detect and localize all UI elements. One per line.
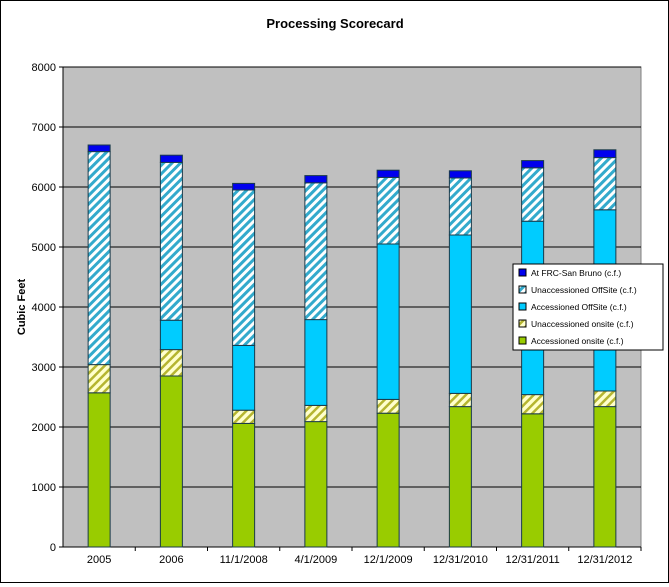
bar-segment	[232, 189, 256, 346]
bar-segment	[232, 422, 256, 548]
y-axis-label: Cubic Feet	[16, 279, 28, 336]
bar-segment	[304, 319, 328, 406]
bar-segment	[448, 177, 472, 236]
bar-segment	[159, 375, 183, 548]
bar-segment	[593, 157, 617, 211]
bar-segment	[304, 175, 328, 184]
bar-segment	[232, 344, 256, 411]
bar-segment	[87, 392, 111, 548]
bar-segment	[304, 404, 328, 423]
bar-segment	[521, 394, 545, 415]
y-tick-label: 2000	[32, 422, 56, 434]
y-tick-label: 7000	[32, 122, 56, 134]
bar-segment	[159, 349, 183, 377]
bar-segment	[87, 151, 111, 366]
y-tick-label: 5000	[32, 242, 56, 254]
x-tick-label: 4/1/2009	[294, 554, 337, 566]
bar-segment	[593, 390, 617, 408]
y-tick-label: 6000	[32, 182, 56, 194]
x-tick-label: 12/31/2010	[433, 554, 488, 566]
y-tick-label: 4000	[32, 302, 56, 314]
legend-label: Unaccessioned onsite (c.f.)	[531, 319, 634, 329]
bar-segment	[87, 144, 111, 153]
x-tick-label: 12/31/2011	[506, 554, 560, 566]
legend-swatch	[518, 302, 527, 311]
legend-swatch	[518, 285, 527, 294]
bar-segment	[521, 160, 545, 169]
x-tick-label: 12/31/2012	[577, 554, 632, 566]
bar-segment	[448, 392, 472, 408]
legend-swatch	[518, 336, 527, 345]
bar-segment	[448, 406, 472, 548]
legend: At FRC-San Bruno (c.f.) Unaccessioned Off…	[512, 263, 664, 351]
bar-segment	[448, 234, 472, 394]
bar-segment	[376, 169, 400, 178]
bar-segment	[376, 243, 400, 400]
bar-segment	[232, 409, 256, 424]
x-tick-label: 2005	[87, 554, 111, 566]
bar-segment	[521, 167, 545, 222]
legend-label: Accessioned OffSite (c.f.)	[531, 302, 627, 312]
legend-swatch	[518, 319, 527, 328]
y-tick-label: 3000	[32, 362, 56, 374]
x-tick-label: 11/1/2008	[220, 554, 268, 566]
legend-label: Accessioned onsite (c.f.)	[531, 336, 624, 346]
bar-segment	[376, 176, 400, 245]
legend-label: At FRC-San Bruno (c.f.)	[531, 268, 621, 278]
legend-box	[512, 263, 664, 351]
y-tick-label: 1000	[32, 482, 56, 494]
bar-segment	[448, 170, 472, 179]
bar-segment	[232, 182, 256, 191]
bar-segment	[593, 406, 617, 548]
y-tick-label: 8000	[32, 62, 56, 74]
y-tick-label: 0	[50, 542, 56, 554]
bar-segment	[304, 182, 328, 321]
legend-swatch	[518, 268, 527, 277]
bar-segment	[376, 398, 400, 414]
x-tick-label: 12/1/2009	[364, 554, 413, 566]
chart-title: Processing Scorecard	[266, 16, 403, 31]
x-tick-label: 2006	[159, 554, 183, 566]
legend-label: Unaccessioned OffSite (c.f.)	[531, 285, 637, 295]
bar-segment	[521, 413, 545, 548]
bar-segment	[87, 364, 111, 394]
bar-segment	[159, 319, 183, 351]
bar-segment	[159, 161, 183, 321]
bar-segment	[593, 149, 617, 159]
bar-segment	[304, 421, 328, 548]
bar-segment	[376, 412, 400, 548]
bar-segment	[159, 154, 183, 163]
